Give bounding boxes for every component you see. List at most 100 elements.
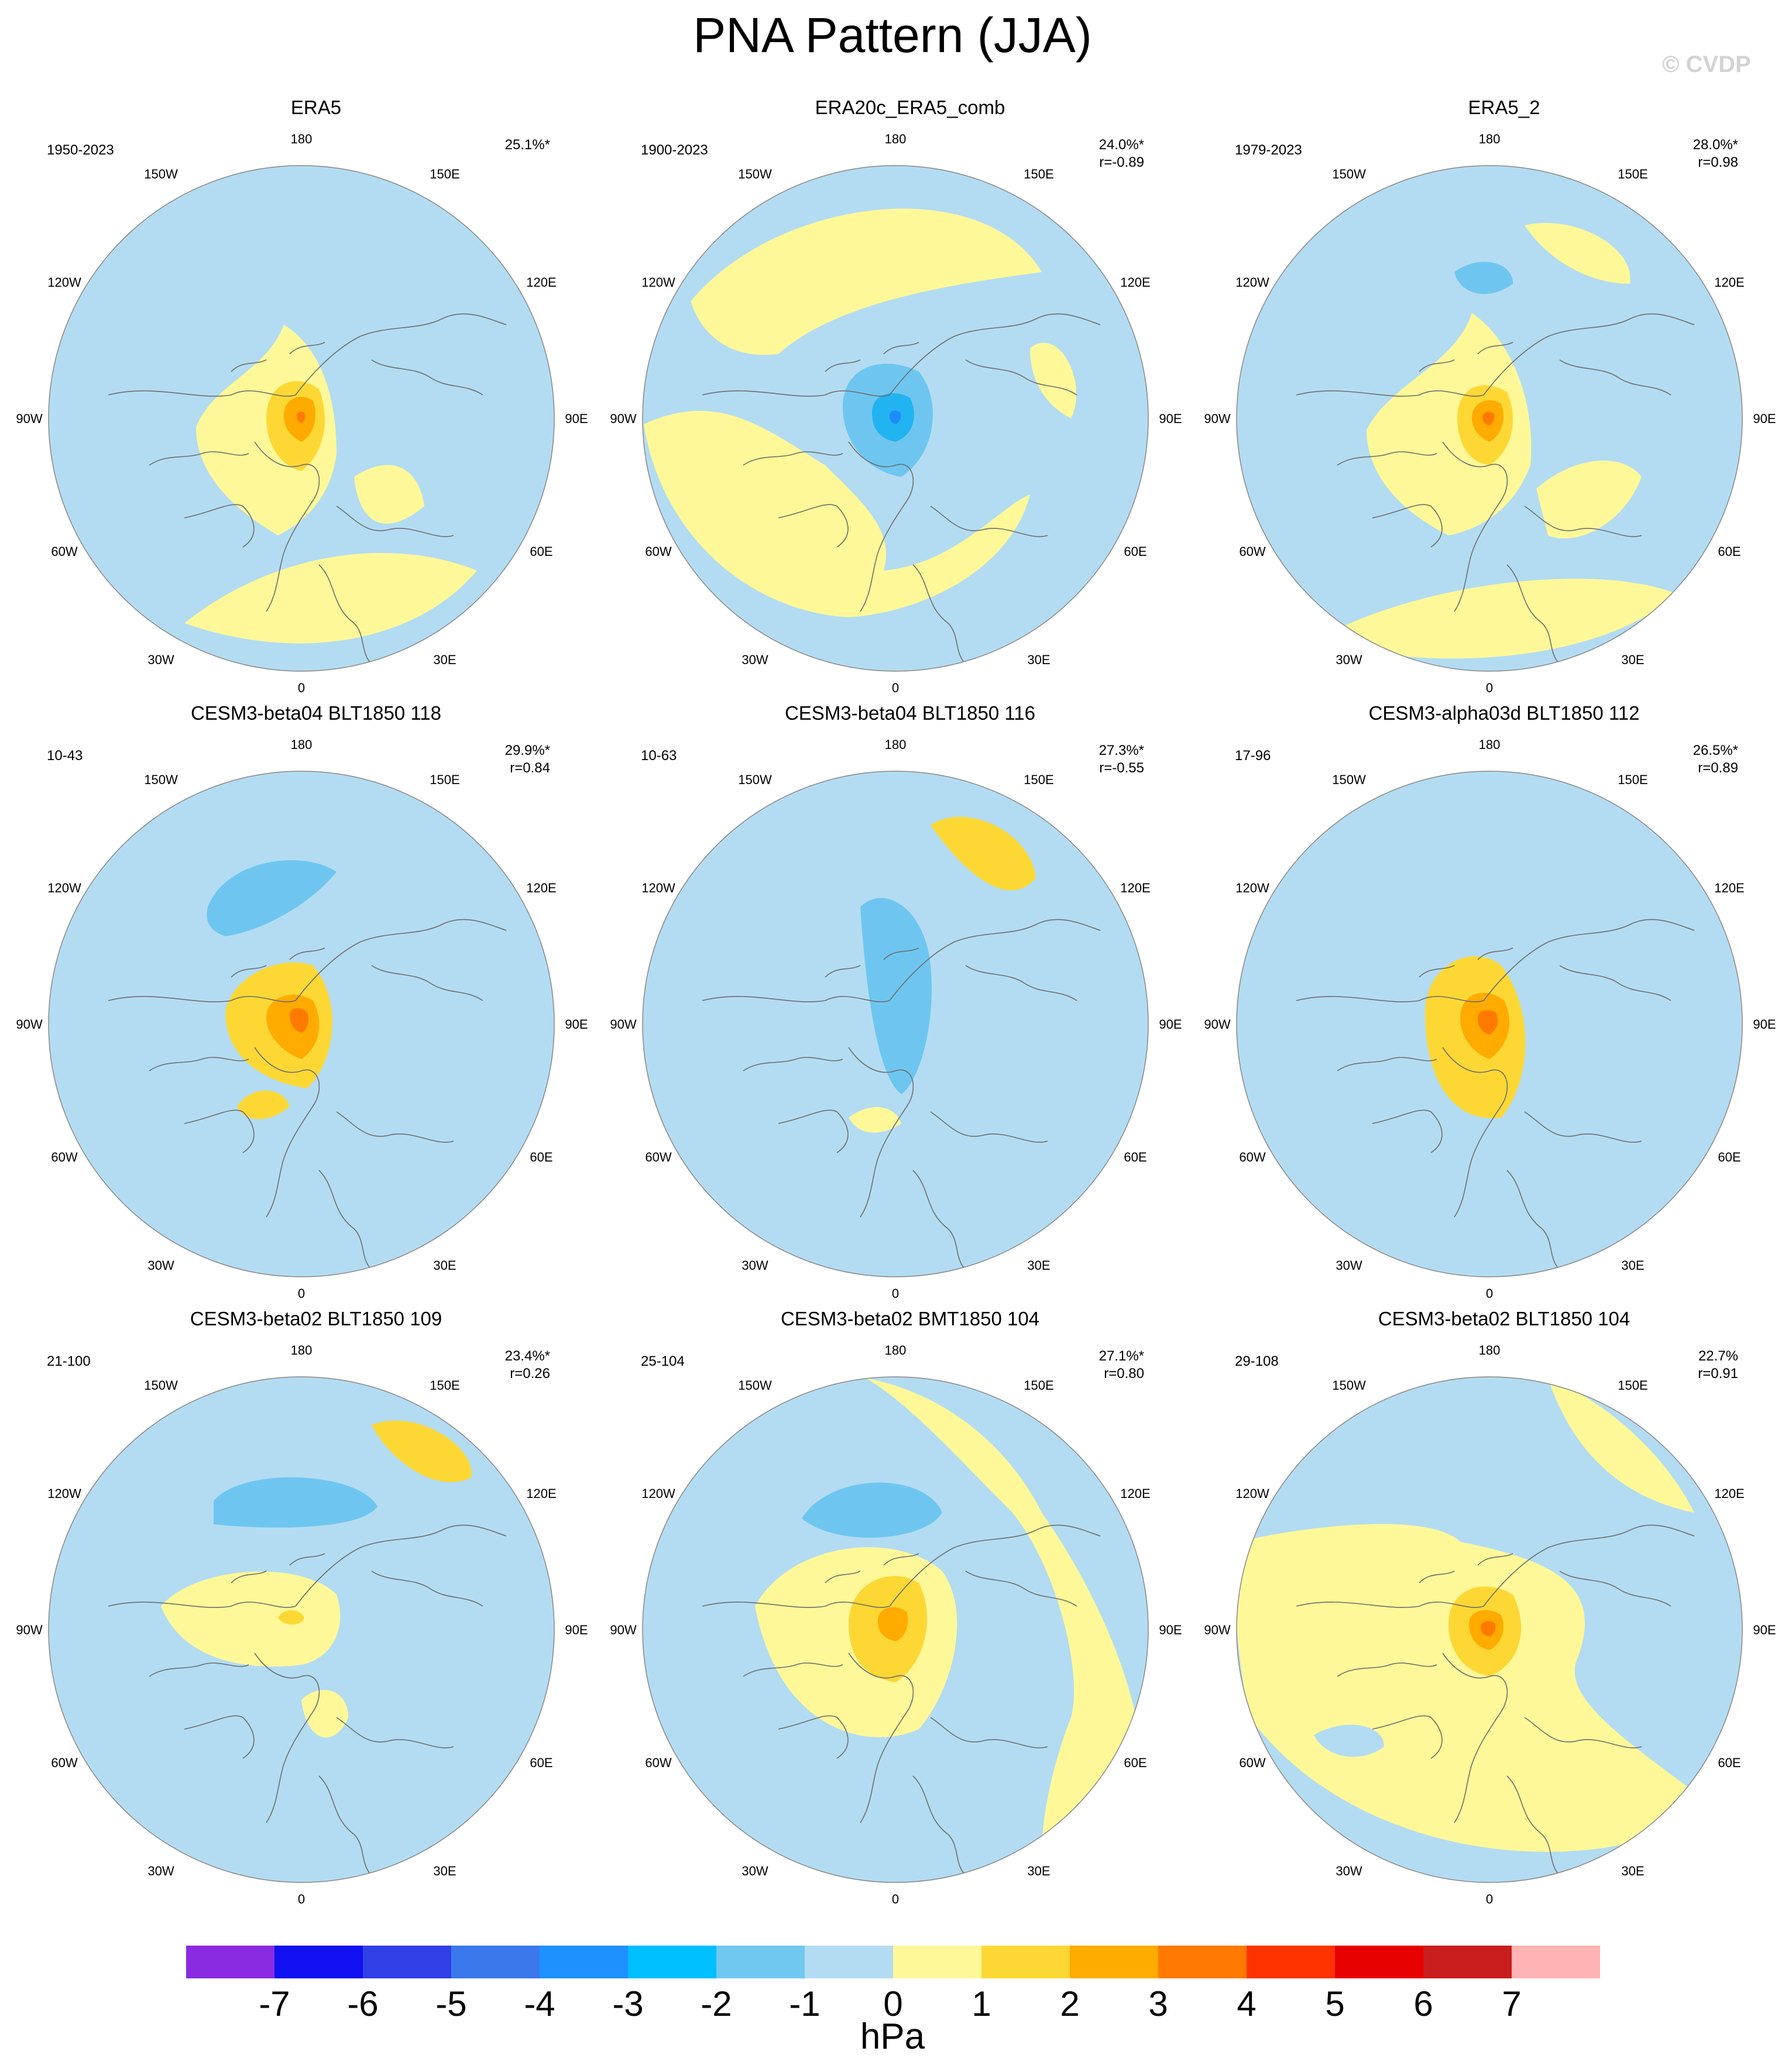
coastline [371, 359, 483, 396]
longitude-label: 30E [1027, 652, 1050, 667]
coastline [930, 1717, 1048, 1748]
longitude-label: 60W [51, 1150, 77, 1164]
map-border [642, 771, 1149, 1277]
coastline [1337, 1057, 1437, 1071]
anomaly-contour [237, 1090, 290, 1119]
coastline [825, 342, 919, 372]
panel-stats: 24.0%* r=-0.89 [1099, 136, 1144, 171]
longitude-label: 30W [742, 652, 768, 667]
coastline [912, 564, 966, 665]
longitude-label: 180 [291, 737, 313, 752]
longitude-label: 120E [1714, 1486, 1744, 1501]
longitude-label: 120W [641, 881, 675, 895]
coastline [1559, 359, 1671, 396]
map-panel: ERA5_2 1979-2023 28.0%* r=0.98 180 0 150W 120W 9… [1204, 97, 1785, 695]
coastline [702, 919, 1101, 1002]
longitude-label: 120W [1235, 881, 1269, 895]
coastline [231, 342, 325, 372]
anomaly-contour [1481, 1621, 1496, 1637]
longitude-label: 90E [1159, 1017, 1182, 1032]
pattern-correlation: r=0.91 [1698, 1366, 1738, 1382]
longitude-label: 90E [565, 1623, 588, 1637]
panel-title: CESM3-beta04 BLT1850 118 [190, 702, 442, 724]
longitude-label: 60E [530, 1755, 552, 1770]
coastline [1559, 965, 1671, 1001]
coastline [254, 1652, 320, 1823]
coastline [184, 1715, 255, 1759]
panel-stats: 25.1%* [505, 136, 550, 154]
coastline [336, 1111, 454, 1143]
coastline [1442, 1652, 1508, 1823]
anomaly-contour [1536, 461, 1642, 539]
longitude-label: 60E [530, 544, 552, 559]
map-panel: ERA20c_ERA5_comb 1900-2023 24.0%* r=-0.89 18… [610, 97, 1203, 695]
explained-variance: 27.3%* [1099, 743, 1144, 758]
longitude-label: 0 [892, 681, 899, 695]
coastline [1337, 451, 1437, 466]
coastline [1524, 506, 1642, 537]
map-border [642, 165, 1149, 672]
longitude-label: 90W [610, 1017, 636, 1032]
colorbar-tick-label: 5 [1325, 1984, 1345, 2023]
longitude-label: 180 [1479, 132, 1501, 146]
pattern-correlation: r=-0.55 [1099, 760, 1144, 776]
longitude-label: 90W [1204, 411, 1230, 426]
colorbar-swatch [1158, 1946, 1247, 1978]
anomaly-contour [108, 840, 477, 1104]
longitude-label: 120E [526, 881, 556, 895]
coastline [1419, 342, 1513, 372]
longitude-label: 90W [1204, 1623, 1230, 1637]
pattern-correlation: r=0.89 [1698, 760, 1738, 776]
longitude-label: 60W [51, 1755, 77, 1770]
anomaly-contour [297, 411, 305, 423]
polar-map: 180 0 150W 120W 90W 60W 30W 150E 120E 90E 60E 30E [1204, 132, 1776, 695]
longitude-label: 120E [526, 1486, 556, 1501]
longitude-label: 60W [645, 1150, 671, 1164]
longitude-label: 150W [144, 1378, 178, 1393]
panel-title: CESM3-beta04 BLT1850 116 [784, 702, 1036, 724]
polar-map: 180 0 150W 120W 90W 60W 30W 150E 120E 90E 60E 30E [1204, 737, 1776, 1301]
longitude-label: 30E [433, 1864, 456, 1878]
anomaly-contour [207, 860, 337, 936]
pattern-correlation: r=0.98 [1698, 154, 1738, 170]
coastline [108, 313, 507, 397]
polar-map: 180 0 150W 120W 90W 60W 30W 150E 120E 90E 60E 30E [1204, 1343, 1776, 1906]
polar-map: 180 0 150W 120W 90W 60W 30W 150E 120E 90E 60E 30E [610, 1343, 1182, 1906]
longitude-label: 90E [1753, 411, 1776, 426]
panel-title: CESM3-beta02 BLT1850 104 [1378, 1308, 1630, 1329]
longitude-label: 30E [1027, 1258, 1050, 1273]
panel-period: 10-63 [641, 748, 677, 764]
coastline [231, 1553, 325, 1583]
longitude-label: 150W [738, 1378, 772, 1393]
longitude-label: 150W [738, 772, 772, 787]
longitude-label: 150E [1024, 1378, 1053, 1393]
colorbar-swatch [716, 1946, 805, 1978]
longitude-label: 60E [1718, 1755, 1741, 1770]
anomaly-contour [802, 1482, 942, 1538]
longitude-label: 60W [645, 544, 671, 559]
anomaly-contour [1314, 1724, 1384, 1757]
longitude-label: 150E [1618, 167, 1647, 181]
longitude-label: 0 [892, 1286, 899, 1301]
longitude-label: 0 [1486, 1892, 1493, 1906]
coastline [184, 504, 255, 548]
coastline [1372, 1109, 1443, 1153]
colorbar-tick-label: -2 [701, 1984, 732, 2023]
panel-period: 29-108 [1235, 1353, 1279, 1369]
colorbar-swatch [363, 1946, 451, 1978]
longitude-label: 150E [430, 167, 459, 181]
coastline [1372, 504, 1443, 548]
explained-variance: 22.7% [1698, 1348, 1738, 1364]
anomaly-contour [1030, 342, 1077, 418]
longitude-label: 120E [1120, 881, 1150, 895]
pattern-correlation: r=0.80 [1104, 1366, 1144, 1382]
colorbar-swatch [451, 1946, 540, 1978]
longitude-label: 150E [1024, 167, 1053, 181]
coastline [825, 947, 919, 978]
coastline [149, 451, 249, 466]
map-panel: ERA5 1950-2023 25.1%* 180 0 150W 120W 90W 60W 30W… [16, 97, 609, 695]
longitude-label: 120W [47, 1486, 81, 1501]
longitude-label: 30W [1336, 652, 1362, 667]
longitude-label: 150W [144, 772, 178, 787]
anomaly-contour [981, 963, 1144, 1229]
